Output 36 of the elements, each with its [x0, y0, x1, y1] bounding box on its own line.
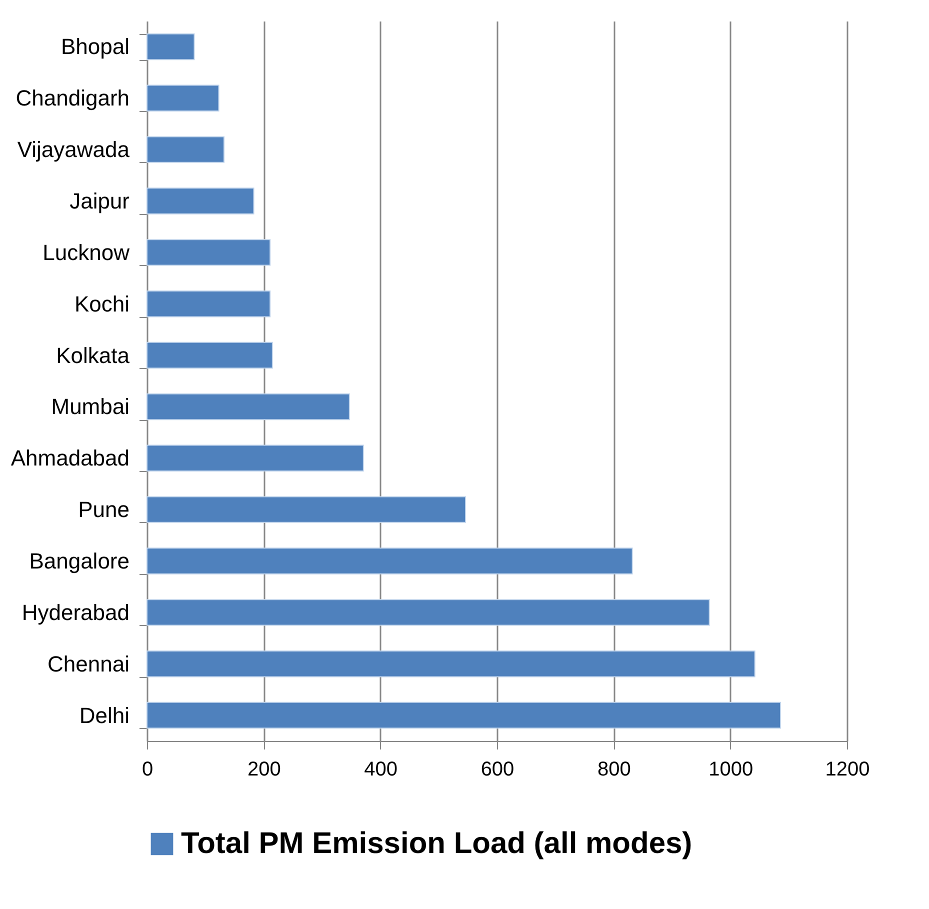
bar: [146, 650, 756, 678]
bar: [146, 496, 466, 523]
x-tick-label: 200: [247, 758, 281, 780]
bar: [146, 188, 254, 214]
bar: [146, 393, 350, 420]
bar: [146, 84, 220, 112]
x-tick-label: 400: [364, 758, 398, 780]
y-tick-label: Lucknow: [42, 240, 130, 265]
y-tick-label: Bhopal: [60, 34, 130, 60]
bar: [146, 599, 710, 626]
x-tick-label: 1200: [825, 758, 870, 780]
bar: [146, 444, 364, 472]
y-tick-label: Bangalore: [29, 548, 130, 574]
y-tick-label: Jaipur: [70, 188, 130, 214]
y-tick-label: Vijayawada: [17, 137, 130, 162]
bar: [146, 239, 271, 266]
y-tick-label: Mumbai: [51, 394, 130, 420]
bar: [146, 548, 633, 574]
y-tick-label: Kolkata: [56, 342, 130, 368]
y-tick-label: Chennai: [48, 651, 130, 676]
y-tick-label: Hyderabad: [22, 600, 130, 625]
x-tick-label: 800: [597, 758, 631, 780]
x-tick-label: 600: [480, 758, 514, 780]
bar: [146, 33, 195, 60]
y-tick-label: Pune: [78, 497, 130, 522]
bar: [146, 702, 781, 729]
x-tick-label: 0: [142, 758, 154, 780]
legend-label: Total PM Emission Load (all modes): [181, 827, 692, 860]
y-tick-label: Delhi: [79, 702, 130, 728]
y-tick-label: Ahmadabad: [10, 446, 130, 471]
y-tick-label: Chandigarh: [16, 86, 130, 111]
x-tick-label: 1000: [708, 758, 754, 780]
bar: [146, 290, 271, 318]
bar: [146, 136, 224, 163]
bar: [146, 342, 273, 369]
y-tick-label: Kochi: [74, 291, 130, 316]
